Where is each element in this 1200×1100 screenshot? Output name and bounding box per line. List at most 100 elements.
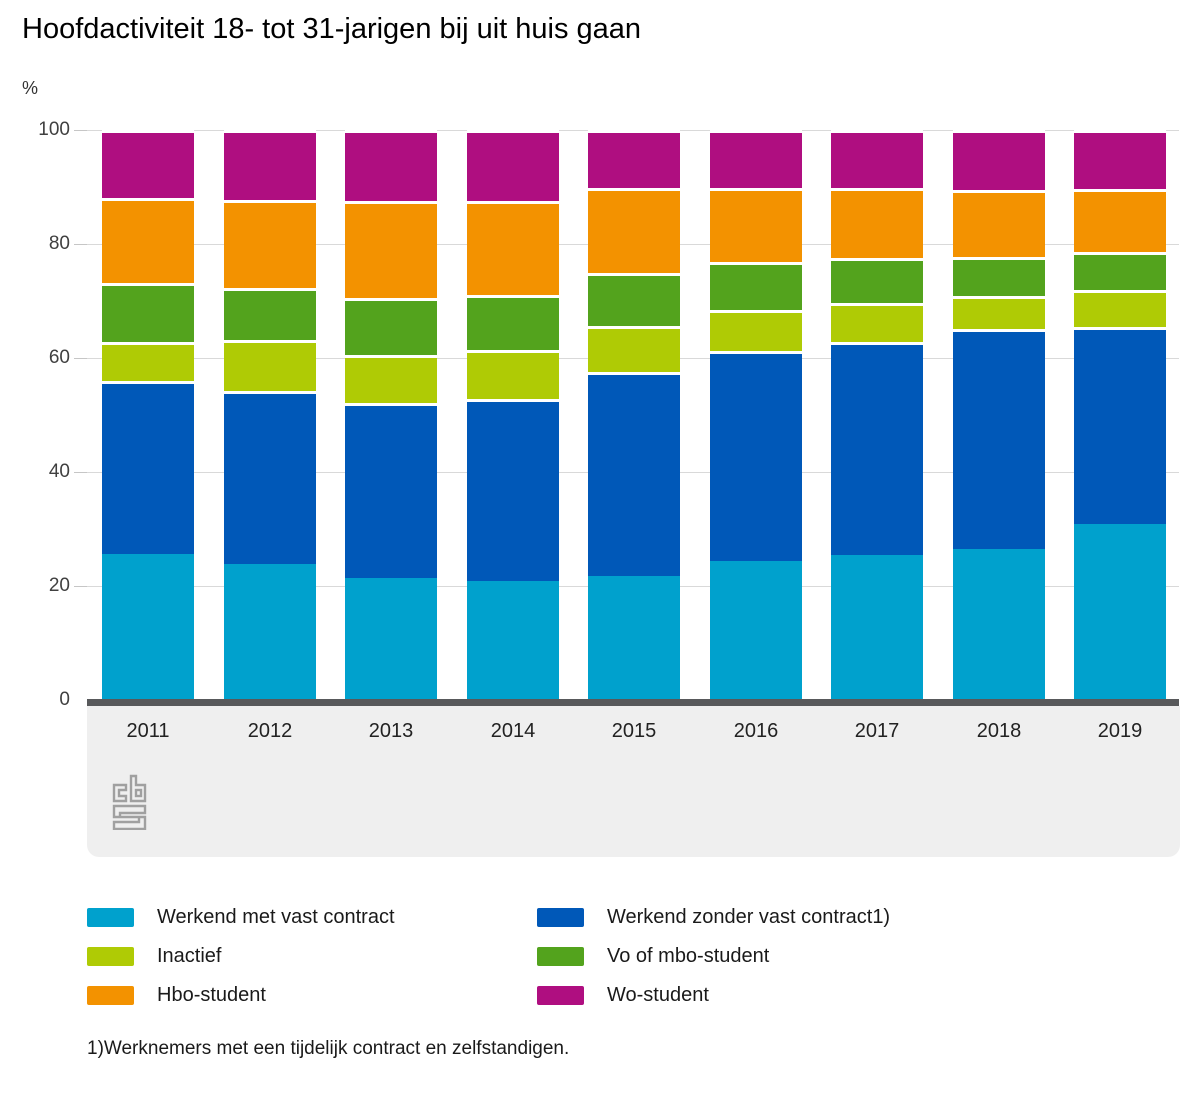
legend-swatch bbox=[537, 946, 584, 966]
bar-segment-2015-werkend-met-vast-contract[interactable] bbox=[588, 576, 680, 700]
bar-segment-2015-inactief[interactable] bbox=[588, 325, 680, 373]
bar-2019 bbox=[1074, 130, 1166, 700]
x-tick-label-2016: 2016 bbox=[733, 720, 779, 742]
bar-segment-2015-vo-of-mbo-student[interactable] bbox=[588, 272, 680, 326]
legend-swatch bbox=[87, 985, 134, 1005]
legend-item-vo-of-mbo-student: Vo of mbo-student bbox=[537, 944, 987, 968]
bar-segment-2014-vo-of-mbo-student[interactable] bbox=[467, 294, 559, 350]
bar-segment-2012-wo-student[interactable] bbox=[224, 130, 316, 200]
bar-segment-2014-inactief[interactable] bbox=[467, 350, 559, 399]
bar-segment-2014-werkend-met-vast-contract[interactable] bbox=[467, 581, 559, 700]
bar-segment-2015-werkend-zonder-vast-contract1-[interactable] bbox=[588, 372, 680, 577]
bar-segment-2019-wo-student[interactable] bbox=[1074, 130, 1166, 190]
bar-2013 bbox=[345, 129, 437, 700]
bar-segment-2018-werkend-zonder-vast-contract1-[interactable] bbox=[953, 328, 1045, 549]
bar-2015 bbox=[588, 130, 680, 700]
bar-segment-2012-hbo-student[interactable] bbox=[224, 199, 316, 288]
bar-segment-2016-wo-student[interactable] bbox=[710, 130, 802, 188]
bar-segment-2012-werkend-zonder-vast-contract1-[interactable] bbox=[224, 391, 316, 564]
bar-segment-2011-inactief[interactable] bbox=[102, 341, 194, 382]
bar-segment-2013-hbo-student[interactable] bbox=[345, 201, 437, 299]
x-axis-band: 2011 2012 2013 2014 2015 2016 2017 2018 2019 bbox=[87, 706, 1180, 857]
bar-segment-2018-wo-student[interactable] bbox=[953, 129, 1045, 190]
bar-segment-2019-werkend-zonder-vast-contract1-[interactable] bbox=[1074, 327, 1166, 525]
bar-segment-2017-wo-student[interactable] bbox=[831, 130, 923, 189]
legend-swatch bbox=[537, 907, 584, 927]
bar-segment-2011-werkend-zonder-vast-contract1-[interactable] bbox=[102, 381, 194, 554]
chart-legend: Werkend met vast contract Werkend zonder … bbox=[87, 905, 1113, 1007]
bar-segment-2018-hbo-student[interactable] bbox=[953, 189, 1045, 257]
legend-swatch bbox=[87, 907, 134, 927]
bar-2017 bbox=[831, 130, 923, 700]
bar-segment-2012-werkend-met-vast-contract[interactable] bbox=[224, 563, 316, 700]
bar-segment-2011-werkend-met-vast-contract[interactable] bbox=[102, 553, 194, 700]
bar-segment-2016-vo-of-mbo-student[interactable] bbox=[710, 261, 802, 310]
footnote: 1)Werknemers met een tijdelijk contract … bbox=[87, 1038, 570, 1059]
y-tickmark-100 bbox=[74, 130, 87, 131]
bar-segment-2013-inactief[interactable] bbox=[345, 354, 437, 403]
bar-segment-2013-wo-student[interactable] bbox=[345, 129, 437, 202]
y-tick-label-60: 60 bbox=[48, 347, 70, 368]
y-tick-label-0: 0 bbox=[59, 689, 70, 710]
bar-2014 bbox=[467, 130, 559, 700]
x-tick-label-2015: 2015 bbox=[611, 720, 657, 742]
x-tick-label-2014: 2014 bbox=[490, 720, 536, 742]
bar-segment-2014-wo-student[interactable] bbox=[467, 130, 559, 201]
bar-segment-2011-hbo-student[interactable] bbox=[102, 197, 194, 283]
y-tick-label-100: 100 bbox=[38, 119, 70, 140]
bar-segment-2011-vo-of-mbo-student[interactable] bbox=[102, 282, 194, 342]
legend-item-werkend-met-vast-contract: Werkend met vast contract bbox=[87, 905, 537, 929]
legend-label: Inactief bbox=[157, 944, 222, 967]
bar-segment-2015-hbo-student[interactable] bbox=[588, 188, 680, 273]
bar-segment-2011-wo-student[interactable] bbox=[102, 130, 194, 198]
plot-area: 0 20 40 60 80 100 bbox=[38, 119, 1179, 710]
bar-segment-2013-werkend-zonder-vast-contract1-[interactable] bbox=[345, 402, 437, 578]
bar-2012 bbox=[224, 130, 316, 700]
legend-item-hbo-student: Hbo-student bbox=[87, 983, 537, 1007]
bar-segment-2016-inactief[interactable] bbox=[710, 309, 802, 352]
bar-segment-2019-hbo-student[interactable] bbox=[1074, 189, 1166, 252]
y-tickmark-40 bbox=[74, 472, 87, 473]
legend-label: Werkend met vast contract bbox=[157, 905, 395, 928]
bar-segment-2016-hbo-student[interactable] bbox=[710, 187, 802, 262]
bar-segment-2017-inactief[interactable] bbox=[831, 302, 923, 342]
cbs-logo bbox=[112, 774, 147, 830]
y-tick-label-40: 40 bbox=[48, 461, 70, 482]
bar-2018 bbox=[953, 129, 1045, 700]
legend-item-inactief: Inactief bbox=[87, 944, 537, 968]
legend-label: Vo of mbo-student bbox=[607, 944, 770, 967]
x-axis-line bbox=[87, 699, 1179, 706]
bar-segment-2018-werkend-met-vast-contract[interactable] bbox=[953, 548, 1045, 700]
legend-item-wo-student: Wo-student bbox=[537, 983, 987, 1007]
y-axis-unit-label: % bbox=[22, 78, 39, 98]
bar-2016 bbox=[710, 130, 802, 700]
legend-label: Werkend zonder vast contract1) bbox=[607, 905, 891, 928]
bar-segment-2014-werkend-zonder-vast-contract1-[interactable] bbox=[467, 399, 559, 582]
x-tick-label-2018: 2018 bbox=[976, 720, 1022, 742]
bar-segment-2015-wo-student[interactable] bbox=[588, 130, 680, 189]
chart-title: Hoofdactiviteit 18- tot 31-jarigen bij u… bbox=[22, 13, 642, 45]
y-tickmark-20 bbox=[74, 586, 87, 587]
bar-segment-2019-inactief[interactable] bbox=[1074, 289, 1166, 328]
x-tick-label-2013: 2013 bbox=[368, 720, 414, 742]
bar-segment-2016-werkend-met-vast-contract[interactable] bbox=[710, 560, 802, 700]
bar-segment-2012-vo-of-mbo-student[interactable] bbox=[224, 287, 316, 341]
bar-segment-2018-vo-of-mbo-student[interactable] bbox=[953, 256, 1045, 296]
bar-segment-2017-werkend-met-vast-contract[interactable] bbox=[831, 554, 923, 700]
bar-segment-2012-inactief[interactable] bbox=[224, 340, 316, 392]
bar-segment-2016-werkend-zonder-vast-contract1-[interactable] bbox=[710, 351, 802, 561]
bar-segment-2018-inactief[interactable] bbox=[953, 295, 1045, 329]
bar-segment-2017-werkend-zonder-vast-contract1-[interactable] bbox=[831, 341, 923, 555]
y-tick-label-80: 80 bbox=[48, 233, 70, 254]
bar-segment-2013-werkend-met-vast-contract[interactable] bbox=[345, 577, 437, 700]
bar-segment-2017-vo-of-mbo-student[interactable] bbox=[831, 257, 923, 303]
bar-segment-2019-vo-of-mbo-student[interactable] bbox=[1074, 252, 1166, 290]
bar-segment-2013-vo-of-mbo-student[interactable] bbox=[345, 298, 437, 355]
legend-label: Hbo-student bbox=[157, 983, 266, 1006]
y-tickmark-60 bbox=[74, 358, 87, 359]
bar-segment-2019-werkend-met-vast-contract[interactable] bbox=[1074, 524, 1166, 700]
bar-segment-2017-hbo-student[interactable] bbox=[831, 188, 923, 258]
x-tick-label-2019: 2019 bbox=[1097, 720, 1143, 742]
bar-segment-2014-hbo-student[interactable] bbox=[467, 200, 559, 295]
